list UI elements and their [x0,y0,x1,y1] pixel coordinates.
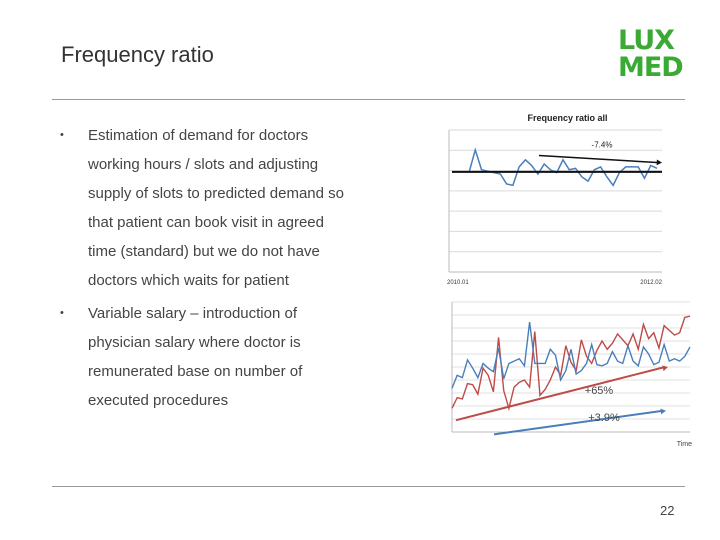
salary-trend-chart: +65% +3.9% Time [451,301,692,448]
series-line-blue [451,322,691,389]
series-line-red [451,315,691,412]
annotation-change: -7.4% [592,141,613,150]
bullet-text-salary: Variable salary – introduction of physic… [88,305,303,409]
frequency-ratio-chart: Frequency ratio all -7.4% 2010.01 2012.02 [447,113,663,286]
luxmed-logo: LUX MED [618,27,690,81]
trend-arrow-blue-head [660,408,666,415]
x-axis-label: Time [677,441,692,448]
bullet-text-demand: Estimation of demand for doctors working… [88,127,344,289]
trend-arrow-red-head [662,365,668,372]
annotation-blue-change: +3.9% [588,412,620,424]
bullet-item: • Variable salary – introduction of phys… [60,299,350,415]
trend-arrow-red [455,366,666,422]
bullet-item: • Estimation of demand for doctors worki… [60,121,350,295]
chart-title: Frequency ratio all [527,113,607,123]
slide-title: Frequency ratio [61,42,214,67]
top-divider [52,99,685,100]
bullet-list: • Estimation of demand for doctors worki… [60,121,350,419]
trend-arrow-blue [493,409,664,436]
bullet-dot: • [60,129,64,141]
x-tick-label-end: 2012.02 [640,280,662,286]
bullet-dot: • [60,307,64,319]
page-number: 22 [660,503,675,518]
logo-line-lux: LUX [618,25,675,56]
trend-arrow-head [656,159,662,166]
trend-arrow [538,154,660,164]
series-line-frequency [468,147,658,187]
logo-line-med: MED [618,52,684,83]
annotation-red-change: +65% [585,385,614,397]
bottom-divider [52,486,685,487]
x-tick-label-start: 2010.01 [447,280,469,286]
